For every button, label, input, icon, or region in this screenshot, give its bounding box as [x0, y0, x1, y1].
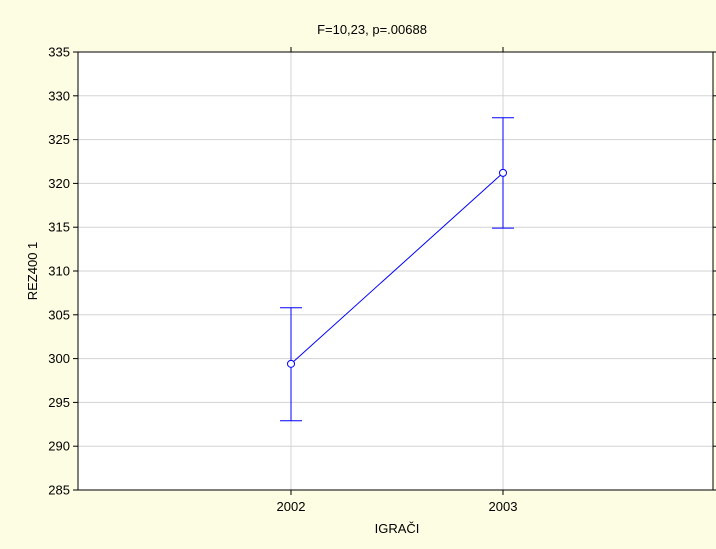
- y-tick-label: 285: [48, 483, 70, 498]
- data-point: [287, 359, 295, 368]
- y-tick-label: 325: [48, 132, 70, 147]
- series-layer: [280, 117, 514, 422]
- y-tick-label: 315: [48, 220, 70, 235]
- chart-title: F=10,23, p=.00688: [317, 22, 427, 37]
- y-tick-label: 320: [48, 176, 70, 191]
- axis-ticks: 285 290 295 300 305 310 315 320 325 330 335 2002 200…: [48, 45, 716, 514]
- x-axis-label: IGRAČI: [375, 521, 420, 536]
- y-tick-label: 295: [48, 395, 70, 410]
- x-tick-label: 2002: [277, 499, 306, 514]
- y-tick-label: 290: [48, 439, 70, 454]
- x-tick-label: 2003: [489, 499, 518, 514]
- y-tick-label: 335: [48, 45, 70, 60]
- series-line: [290, 172, 504, 365]
- y-axis-label: REZ400 1: [25, 242, 40, 301]
- y-tick-label: 330: [48, 88, 70, 103]
- y-tick-label: 305: [48, 307, 70, 322]
- y-tick-label: 310: [48, 264, 70, 279]
- data-point: [499, 168, 507, 177]
- y-tick-label: 300: [48, 351, 70, 366]
